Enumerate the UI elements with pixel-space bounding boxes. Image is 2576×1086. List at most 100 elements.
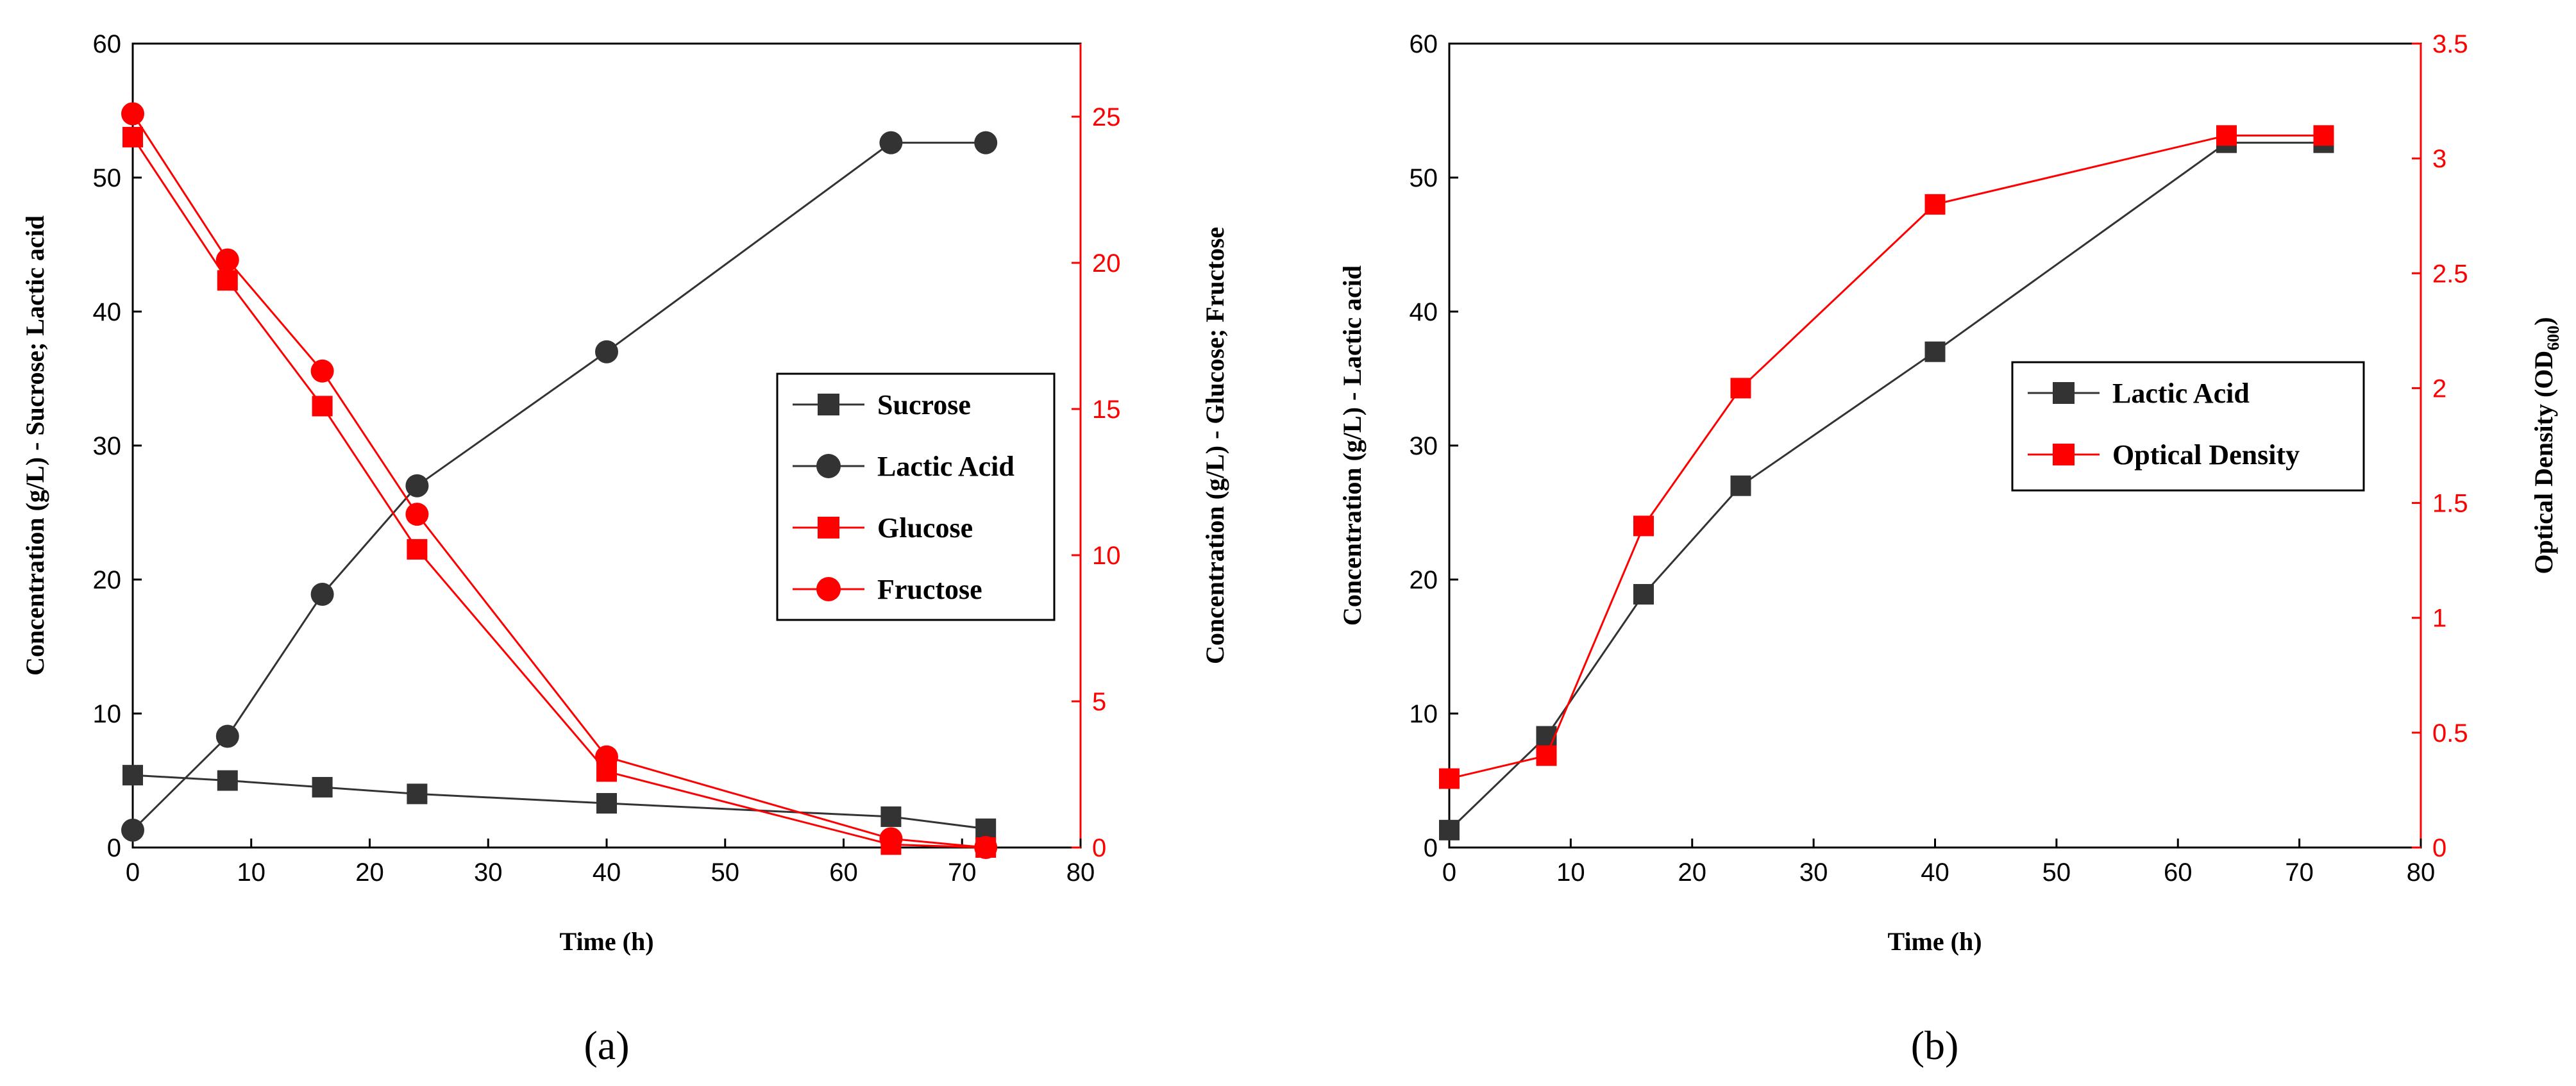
legend-label-lactic-acid: Lactic Acid bbox=[2112, 378, 2250, 409]
right-y-tick-label: 1.5 bbox=[2432, 490, 2468, 518]
panel-b-x-axis-title: Time (h) bbox=[1887, 927, 1982, 956]
left-y-tick-label: 10 bbox=[93, 700, 122, 728]
panel-b-series bbox=[1439, 125, 2334, 840]
left-y-tick-label: 0 bbox=[107, 834, 121, 862]
x-tick-label: 70 bbox=[2285, 858, 2314, 887]
right-y-tick-label: 2.5 bbox=[2432, 260, 2468, 288]
optical-density-point bbox=[1730, 378, 1751, 399]
lactic-acid-point bbox=[310, 582, 334, 606]
lactic-acid-point bbox=[1536, 726, 1557, 747]
right-y-tick-label: 3.5 bbox=[2432, 30, 2468, 58]
panel-a-left-axis-title: Concentration (g/L) - Sucrose; Lactic ac… bbox=[21, 215, 49, 676]
panel-a-legend: Sucrose Lactic Acid Glucose Fructose bbox=[776, 372, 1056, 621]
optical-density-point bbox=[1633, 515, 1654, 537]
left-y-tick-label: 60 bbox=[1410, 30, 1438, 58]
panel-b-label: (b) bbox=[1911, 1023, 1959, 1068]
fructose-point bbox=[595, 745, 618, 769]
x-tick-label: 80 bbox=[1066, 858, 1095, 887]
legend-label-glucose: Glucose bbox=[877, 512, 973, 544]
panel-a-label: (a) bbox=[584, 1023, 629, 1068]
x-tick-label: 30 bbox=[1799, 858, 1828, 887]
legend-label-fructose: Fructose bbox=[877, 574, 982, 605]
x-tick-label: 20 bbox=[1678, 858, 1707, 887]
x-tick-label: 60 bbox=[2164, 858, 2193, 887]
right-y-tick-label: 0.5 bbox=[2432, 719, 2468, 748]
lactic-acid-point bbox=[215, 724, 239, 748]
x-tick-label: 80 bbox=[2407, 858, 2436, 887]
right-y-tick-label: 2 bbox=[2432, 374, 2446, 403]
lactic-acid-point bbox=[974, 131, 998, 155]
panel-a-chart: 0 10 20 30 40 50 60 70 80 0 10 20 30 40 50 60 0 5 10 15 20… bbox=[21, 30, 1229, 1068]
right-y-tick-label: 25 bbox=[1092, 103, 1121, 131]
panel-b-x-ticks: 0 10 20 30 40 50 60 70 80 bbox=[1442, 839, 2435, 887]
x-tick-label: 40 bbox=[593, 858, 621, 887]
panel-b-right-axis-title: Optical Density (OD600) bbox=[2529, 317, 2563, 574]
fructose-point bbox=[121, 102, 144, 126]
panel-b-chart: 0 10 20 30 40 50 60 70 80 0 10 20 30 40 50 60 0 0.5 1 1.5… bbox=[1338, 30, 2563, 1068]
panel-a-left-ticks: 0 10 20 30 40 50 60 bbox=[93, 30, 142, 862]
panel-a-right-axis-title: Concentration (g/L) - Glucose; Fructose bbox=[1200, 227, 1229, 664]
panel-a-x-ticks: 0 10 20 30 40 50 60 70 80 bbox=[126, 839, 1095, 887]
left-y-tick-label: 40 bbox=[1410, 298, 1438, 326]
right-y-tick-label: 0 bbox=[1092, 834, 1106, 862]
legend-swatch-marker bbox=[818, 517, 839, 539]
legend-swatch-marker bbox=[2053, 382, 2075, 404]
lactic-acid-point bbox=[879, 131, 903, 155]
legend-swatch-marker bbox=[816, 454, 841, 478]
right-y-tick-label: 10 bbox=[1092, 542, 1121, 570]
panel-b-legend: Lactic Acid Optical Density bbox=[2011, 361, 2365, 492]
panel-b-left-axis-title: Concentration (g/L) - Lactic acid bbox=[1338, 265, 1367, 626]
right-y-tick-label: 15 bbox=[1092, 396, 1121, 424]
panel-b-right-ticks: 0 0.5 1 1.5 2 2.5 3 3.5 bbox=[2412, 30, 2468, 862]
left-y-tick-label: 50 bbox=[1410, 164, 1438, 192]
left-y-tick-label: 0 bbox=[1424, 834, 1438, 862]
panel-a-x-axis-title: Time (h) bbox=[559, 927, 653, 956]
lactic-acid-point bbox=[1439, 819, 1460, 840]
left-y-tick-label: 50 bbox=[93, 164, 122, 192]
lactic-acid-point bbox=[1730, 475, 1751, 496]
fructose-point bbox=[974, 836, 998, 859]
x-tick-label: 30 bbox=[474, 858, 503, 887]
x-tick-label: 50 bbox=[2042, 858, 2071, 887]
glucose-point bbox=[217, 270, 238, 291]
optical-density-point bbox=[1536, 745, 1557, 766]
right-y-tick-label: 3 bbox=[2432, 145, 2446, 173]
x-tick-label: 20 bbox=[355, 858, 384, 887]
right-y-tick-label: 0 bbox=[2432, 834, 2446, 862]
lactic-acid-point bbox=[121, 818, 144, 842]
fructose-point bbox=[405, 503, 429, 526]
x-tick-label: 70 bbox=[948, 858, 977, 887]
legend-label-lactic-acid: Lactic Acid bbox=[877, 451, 1014, 482]
sucrose-point bbox=[880, 806, 902, 827]
panel-b-right-axis-title-end: ) bbox=[2529, 317, 2558, 325]
legend-label-optical-density: Optical Density bbox=[2112, 439, 2300, 471]
fructose-point bbox=[879, 827, 903, 851]
fructose-point bbox=[215, 248, 239, 272]
fructose-point bbox=[310, 359, 334, 383]
optical-density-point bbox=[1924, 194, 1946, 215]
x-tick-label: 0 bbox=[1442, 858, 1456, 887]
right-y-tick-label: 1 bbox=[2432, 605, 2446, 633]
panel-b-right-axis-title-main: Optical Density (OD bbox=[2529, 351, 2558, 574]
left-y-tick-label: 10 bbox=[1410, 700, 1438, 728]
left-y-tick-label: 20 bbox=[1410, 566, 1438, 594]
sucrose-point bbox=[217, 770, 238, 791]
panel-a-right-ticks: 0 5 10 15 20 25 bbox=[1072, 103, 1121, 862]
lactic-acid-point bbox=[1924, 341, 1946, 362]
panel-b-left-ticks: 0 10 20 30 40 50 60 bbox=[1410, 30, 1458, 862]
legend-swatch-marker bbox=[816, 577, 841, 601]
glucose-point bbox=[312, 396, 333, 417]
panel-a-series bbox=[121, 102, 998, 859]
glucose-point bbox=[407, 539, 428, 560]
sucrose-point bbox=[596, 793, 617, 814]
x-tick-label: 40 bbox=[1921, 858, 1949, 887]
optical-density-point bbox=[1439, 768, 1460, 789]
sucrose-line bbox=[132, 774, 986, 830]
right-y-tick-label: 20 bbox=[1092, 249, 1121, 278]
left-y-tick-label: 30 bbox=[93, 432, 122, 460]
lactic-acid-point bbox=[595, 340, 618, 363]
optical-density-point bbox=[2216, 125, 2237, 146]
left-y-tick-label: 30 bbox=[1410, 432, 1438, 460]
x-tick-label: 10 bbox=[237, 858, 266, 887]
